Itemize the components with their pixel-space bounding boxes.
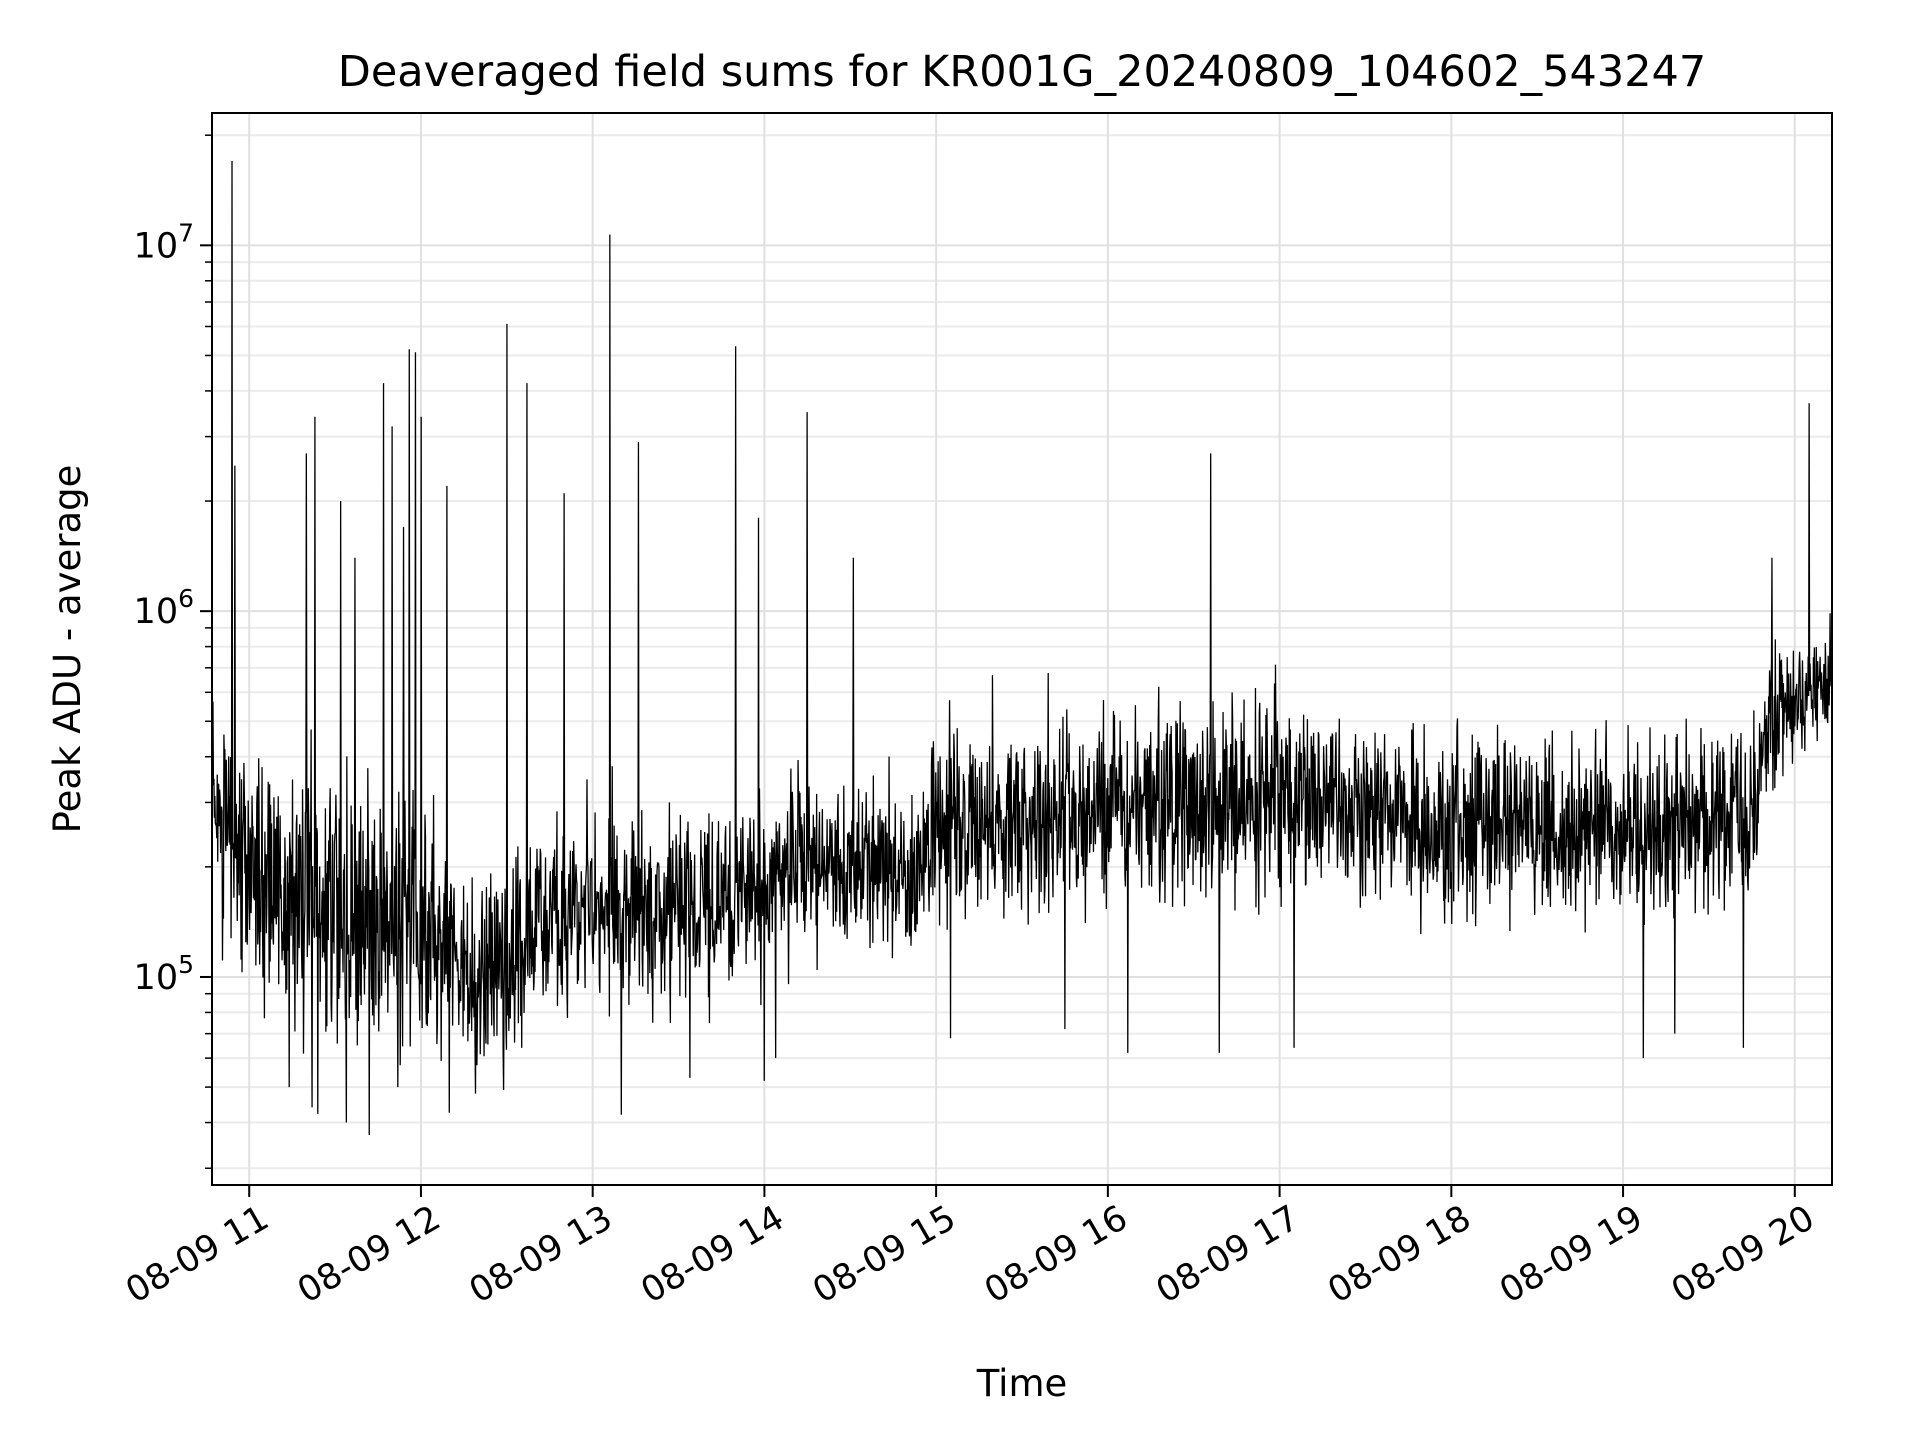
y-axis: 105 106 107 (134, 134, 212, 1170)
series-line (211, 161, 1833, 1135)
series (211, 161, 1833, 1135)
plot-frame (211, 112, 1833, 1186)
x-axis-label: Time (976, 1362, 1068, 1405)
y-axis-label: Peak ADU - average (46, 465, 89, 834)
chart-title: Deaveraged field sums for KR001G_2024080… (338, 47, 1707, 97)
y-tick-label: 107 (134, 218, 194, 266)
y-tick-label: 106 (134, 584, 194, 632)
grid (212, 113, 1832, 1185)
y-tick-label: 105 (134, 950, 194, 998)
